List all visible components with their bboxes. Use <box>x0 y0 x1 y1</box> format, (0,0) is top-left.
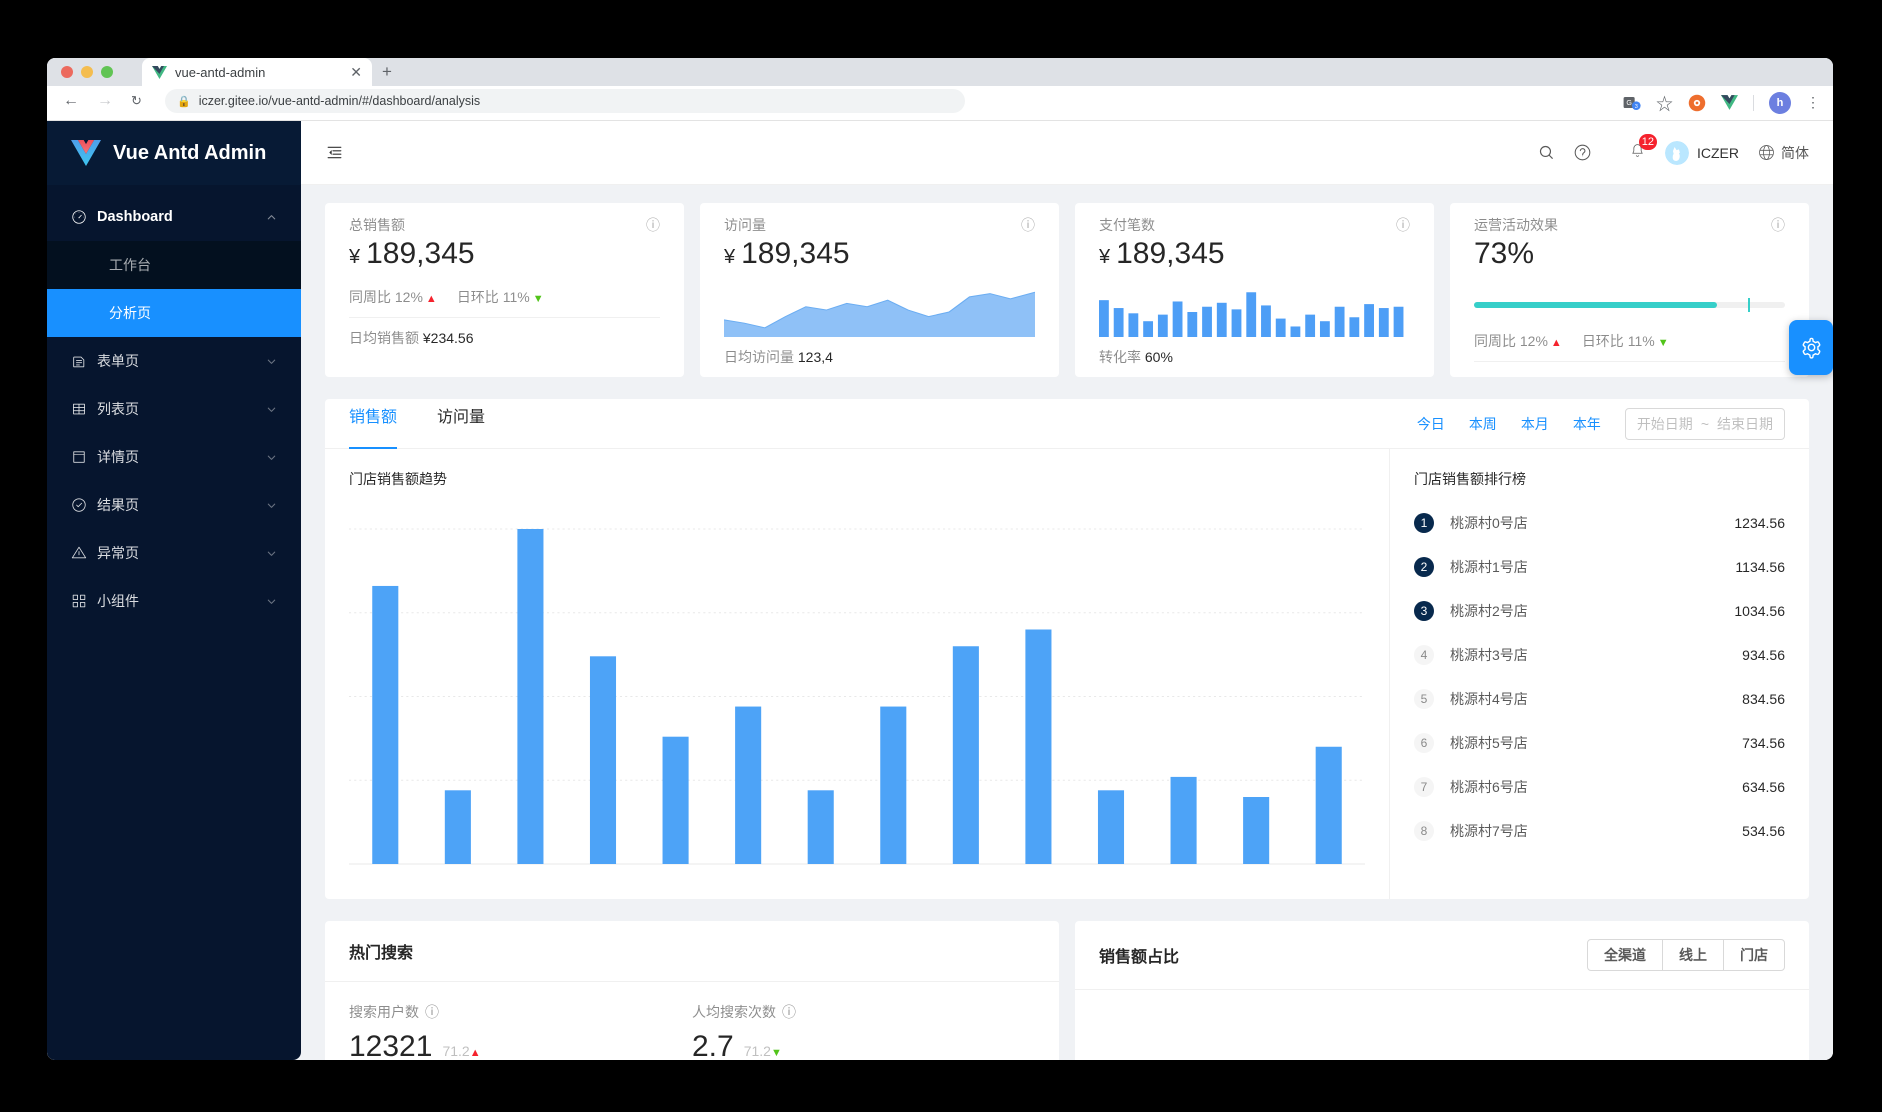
svg-text:3: 3 <box>1635 104 1638 110</box>
svg-text:G: G <box>1626 99 1632 107</box>
